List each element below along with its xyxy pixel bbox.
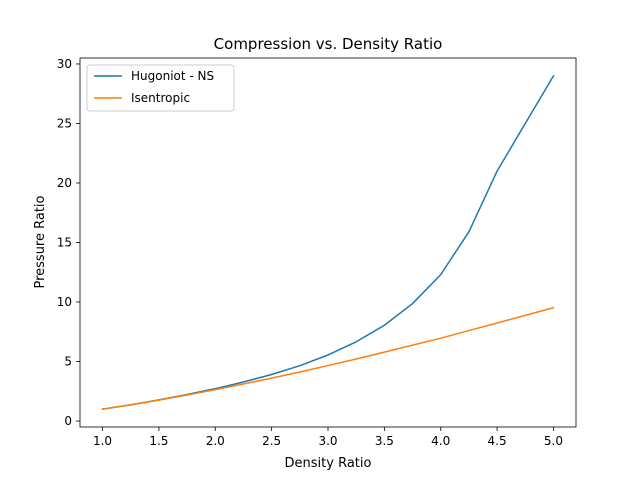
y-tick-label: 30 [57, 57, 72, 71]
legend-entry-label: Isentropic [131, 91, 190, 105]
y-tick-label: 0 [64, 414, 72, 428]
y-tick-label: 25 [57, 116, 72, 130]
x-tick-label: 4.5 [488, 434, 507, 448]
y-tick-label: 10 [57, 295, 72, 309]
x-tick-label: 1.5 [149, 434, 168, 448]
x-tick-label: 3.0 [318, 434, 337, 448]
x-tick-label: 3.5 [375, 434, 394, 448]
x-tick-label: 4.0 [431, 434, 450, 448]
x-tick-label: 1.0 [93, 434, 112, 448]
axes-layer: 1.0 1.5 2.0 2.5 3.0 3.5 4.0 4.5 5.0 0 5 10 15 20 25 30 [57, 57, 577, 448]
y-tick-label: 5 [64, 355, 72, 369]
x-tick-label: 5.0 [544, 434, 563, 448]
chart-title: Compression vs. Density Ratio [214, 35, 443, 53]
x-tick-label: 2.0 [206, 434, 225, 448]
y-tick-label: 20 [57, 176, 72, 190]
series-line-isentropic [101, 306, 555, 411]
y-tick-label: 15 [57, 236, 72, 250]
series-layer [101, 74, 555, 411]
x-tick-label: 2.5 [262, 434, 281, 448]
legend-entry-label: Hugoniot - NS [131, 69, 214, 83]
legend-box [86, 64, 235, 112]
legend: Hugoniot - NS Isentropic [86, 64, 235, 112]
x-axis-label: Density Ratio [285, 456, 372, 471]
y-axis-label: Pressure Ratio [33, 195, 48, 288]
